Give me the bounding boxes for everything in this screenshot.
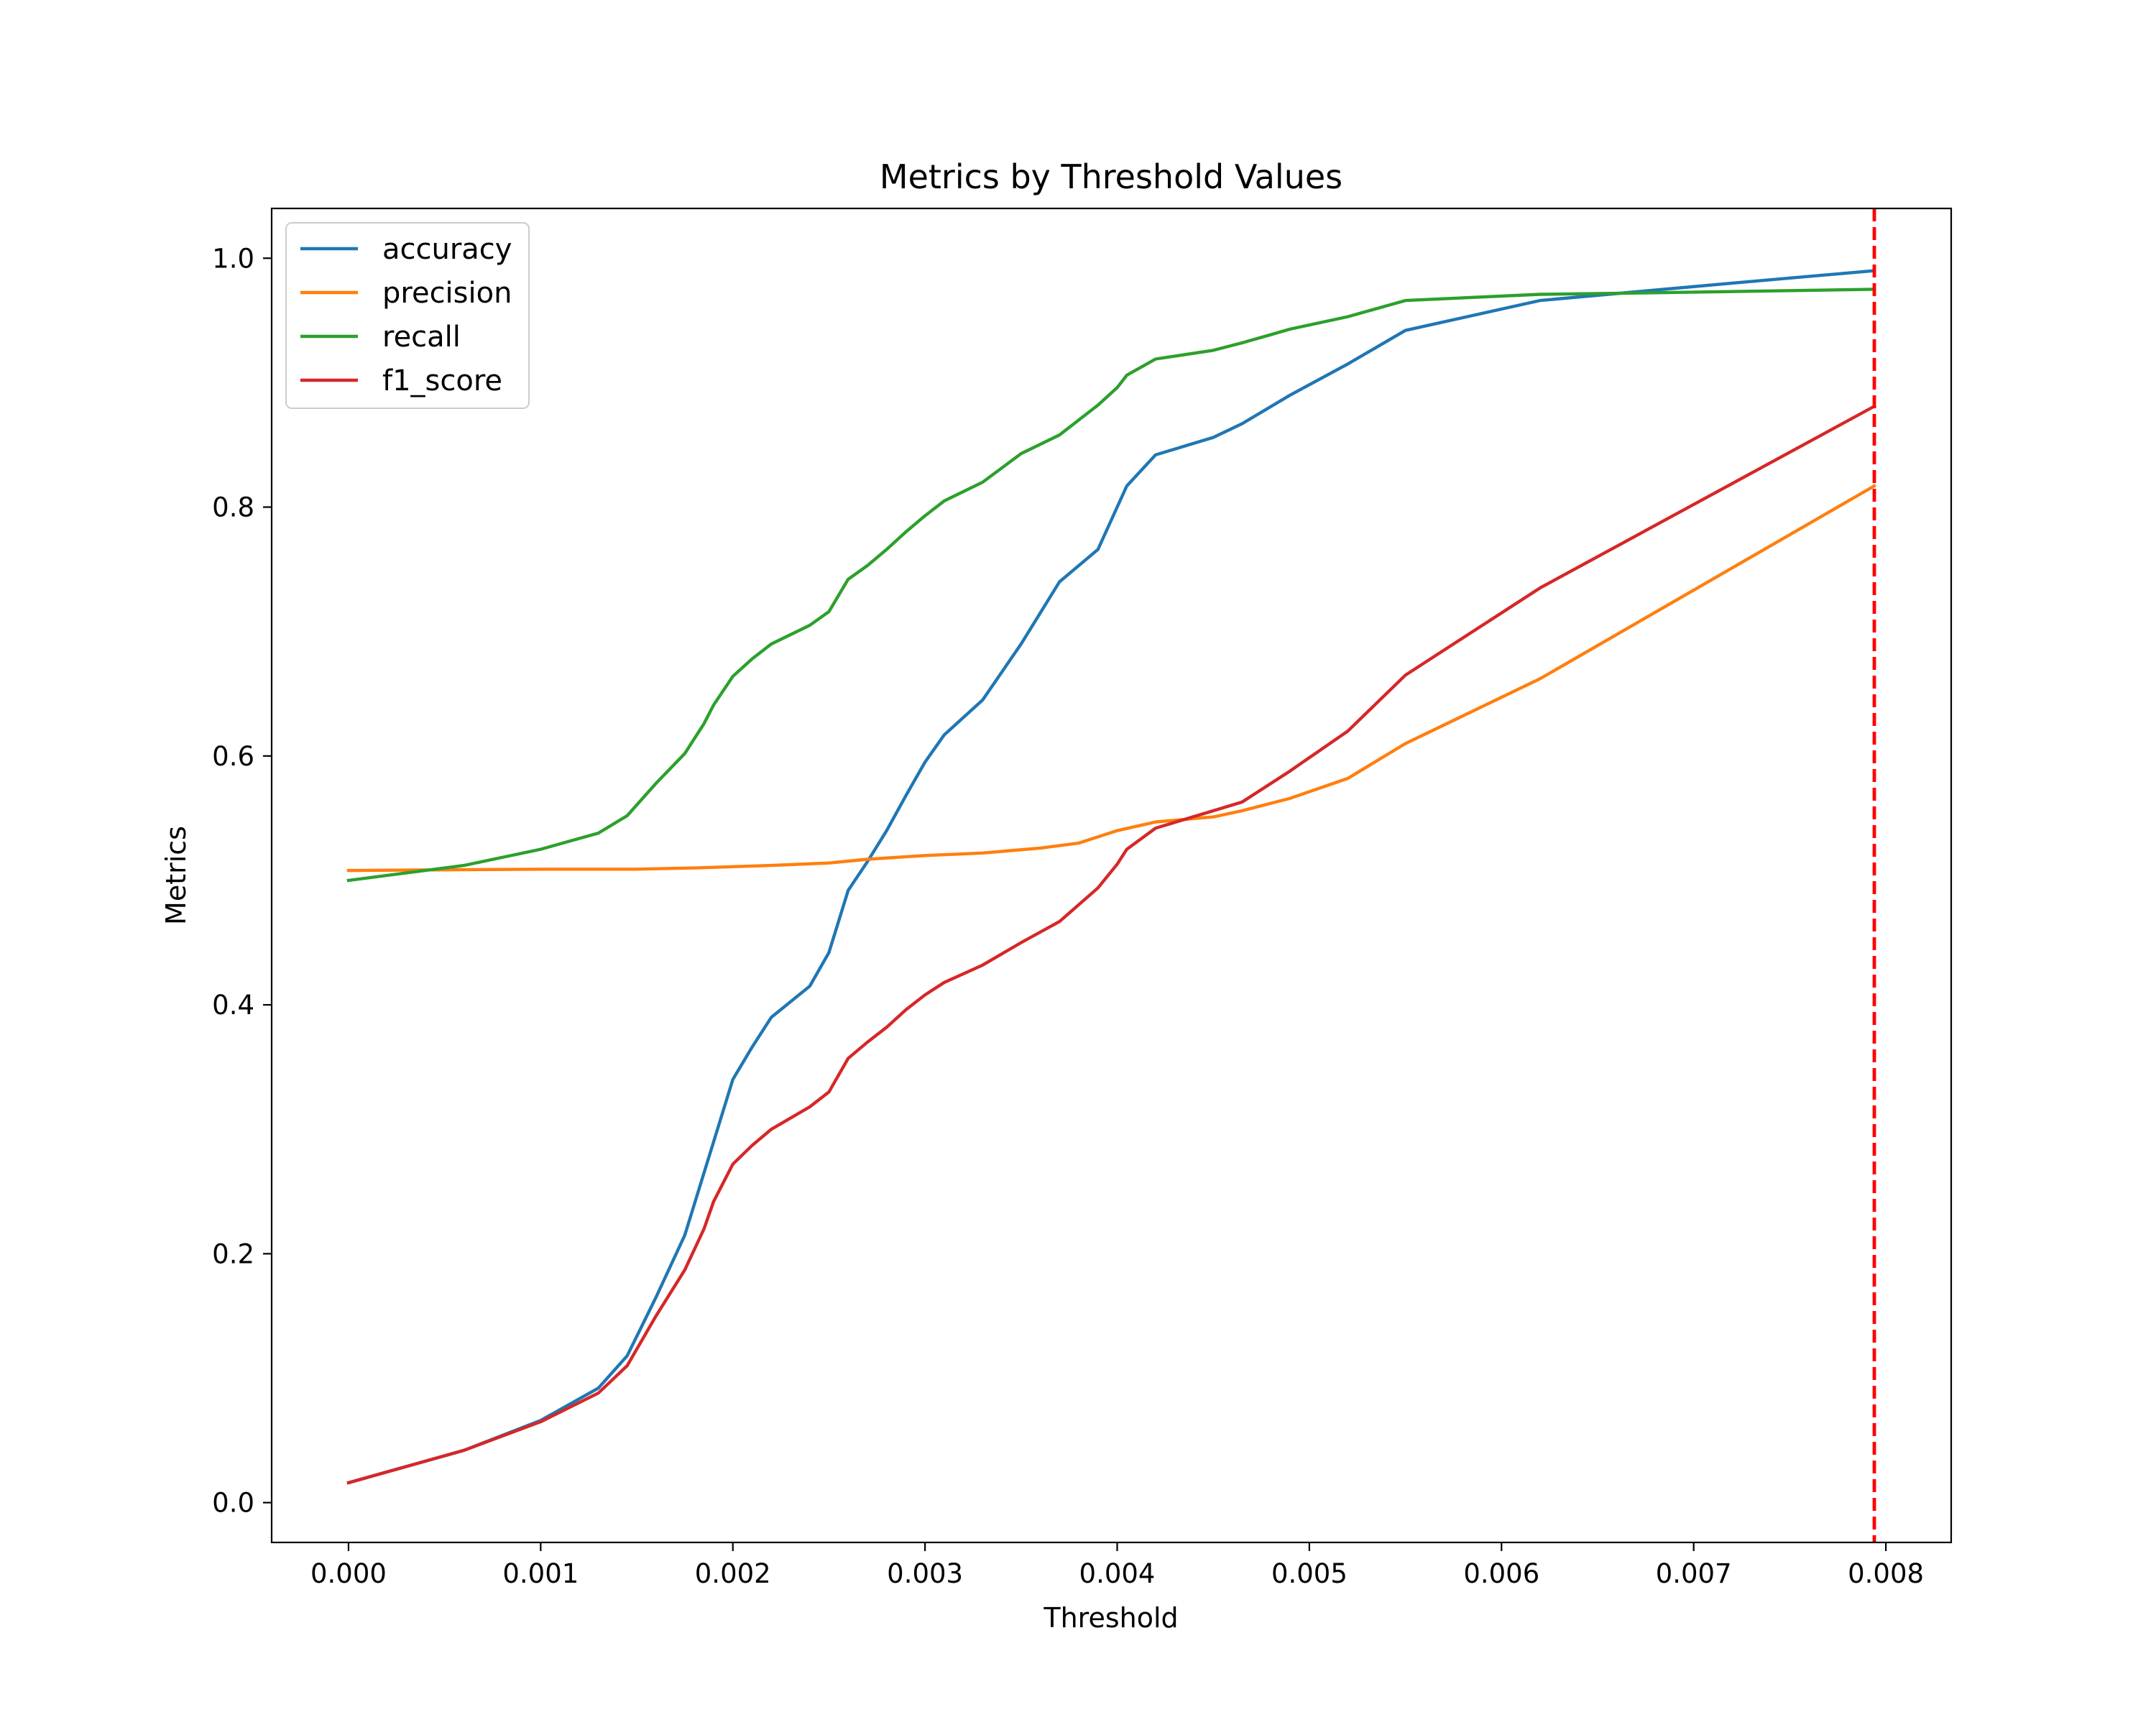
x-axis-label: Threshold <box>1043 1602 1178 1634</box>
legend-label-precision: precision <box>382 277 512 310</box>
y-tick-label: 1.0 <box>212 243 254 274</box>
y-tick-label: 0.4 <box>212 990 254 1021</box>
series-line-accuracy <box>346 269 1876 1485</box>
y-axis: 0.0 0.2 0.4 0.6 0.8 1.0 <box>212 243 272 1519</box>
y-tick-label: 0.2 <box>212 1238 254 1269</box>
x-tick-label: 0.003 <box>887 1558 963 1589</box>
series-line-f1_score <box>346 404 1876 1485</box>
x-tick-label: 0.001 <box>502 1558 579 1589</box>
legend: accuracy precision recall f1_score <box>285 222 530 409</box>
legend-items: accuracy precision recall f1_score <box>300 233 512 397</box>
legend-label-recall: recall <box>382 321 461 354</box>
legend-frame <box>285 222 530 409</box>
series-line-precision <box>346 484 1877 873</box>
y-axis-label: Metrics <box>160 826 192 925</box>
x-tick-label: 0.008 <box>1848 1558 1924 1589</box>
y-tick-label: 0.6 <box>212 741 254 772</box>
plot-frame <box>270 207 1953 1544</box>
y-tick-label: 0.0 <box>212 1488 254 1519</box>
x-tick-label: 0.004 <box>1079 1558 1156 1589</box>
x-tick-label: 0.006 <box>1463 1558 1539 1589</box>
x-tick-label: 0.002 <box>695 1558 771 1589</box>
legend-label-f1_score: f1_score <box>382 364 502 397</box>
chart-title: Metrics by Threshold Values <box>880 157 1342 196</box>
legend-label-accuracy: accuracy <box>382 233 512 266</box>
y-tick-label: 0.8 <box>212 492 254 523</box>
x-tick-label: 0.005 <box>1271 1558 1348 1589</box>
plot-area <box>270 207 1953 1544</box>
x-tick-label: 0.000 <box>310 1558 387 1589</box>
series-line-recall <box>346 288 1876 883</box>
x-axis: 0.000 0.001 0.002 0.003 0.004 0.005 0.006 0.007… <box>310 1542 1924 1589</box>
series-layer <box>346 269 1877 1485</box>
x-tick-label: 0.007 <box>1656 1558 1732 1589</box>
